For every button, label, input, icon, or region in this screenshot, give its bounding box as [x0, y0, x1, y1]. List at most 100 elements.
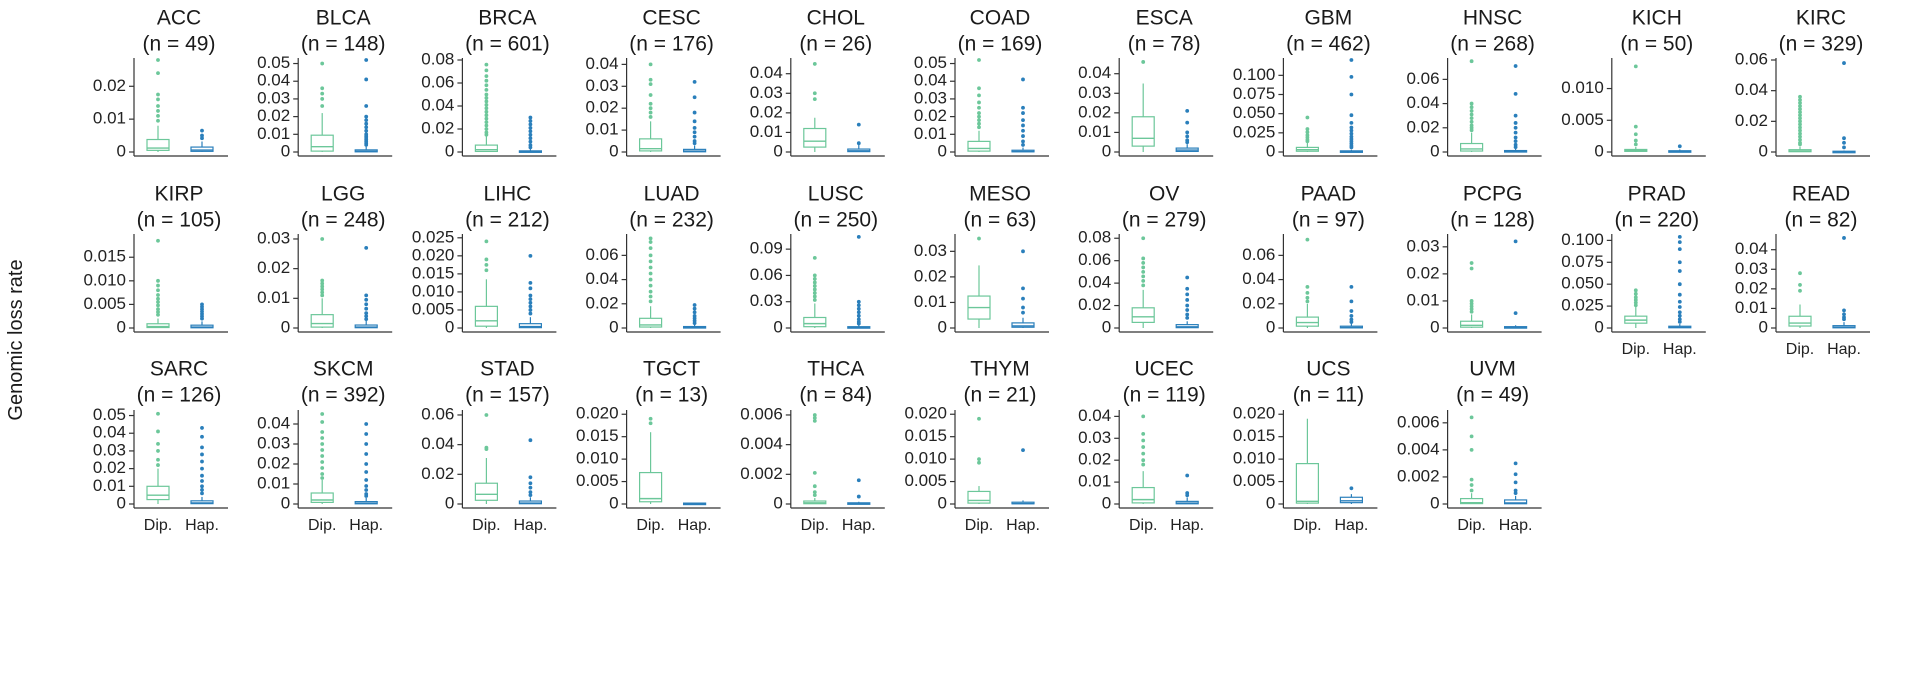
box-esca-hap — [1175, 108, 1199, 153]
y-tick-label: 0.01 — [93, 476, 126, 495]
y-tick-label: 0 — [445, 317, 454, 336]
y-tick-label: 0.010 — [576, 449, 619, 468]
outlier-point — [484, 132, 489, 137]
box-ucec-hap — [1175, 473, 1199, 505]
y-tick-label: 0.050 — [1233, 103, 1276, 122]
outlier-point — [1185, 108, 1190, 113]
outlier-point — [1349, 299, 1354, 304]
box-iqr — [1131, 307, 1155, 323]
panel-n-hnsc: (n = 268) — [1450, 33, 1535, 56]
outlier-point — [484, 109, 489, 114]
outlier-point — [1798, 97, 1802, 102]
panel-coad: COAD (n = 169) 00.010.020.030.040.05 — [914, 7, 1049, 160]
outlier-point — [692, 95, 697, 100]
outlier-point — [812, 419, 817, 423]
y-tick-label: 0.03 — [257, 228, 290, 247]
y-tick-label: 0 — [1430, 493, 1439, 512]
outlier-point — [856, 303, 861, 308]
y-tick-label: 0.04 — [1242, 269, 1275, 288]
box-coad-hap — [1011, 77, 1035, 153]
y-tick-label: 0 — [938, 493, 947, 512]
y-tick-label: 0.100 — [1233, 65, 1276, 84]
y-tick-label: 0.015 — [412, 263, 455, 282]
box-iqr — [474, 144, 498, 153]
y-tick-label: 0.04 — [1078, 63, 1111, 82]
panel-n-kirp: (n = 105) — [137, 209, 222, 232]
outlier-point — [528, 139, 533, 144]
outlier-point — [1513, 239, 1518, 244]
box-pcpg-dip — [1459, 261, 1484, 328]
x-tick-label-hap: Hap. — [1827, 341, 1861, 358]
x-tick-label-dip: Dip. — [472, 517, 500, 534]
y-tick-label: 0.01 — [1078, 472, 1111, 491]
outlier-point — [156, 312, 160, 317]
x-tick-label-hap: Hap. — [1663, 341, 1697, 358]
panel-thca: THCA (n = 84) 0 0.002 0.004 0.006 Dip. Hap. — [740, 358, 885, 534]
box-chol-hap — [847, 122, 871, 153]
outlier-point — [200, 459, 204, 464]
outlier-point — [1842, 145, 1846, 150]
box-gbm-hap — [1339, 58, 1364, 153]
y-tick-label: 0.02 — [257, 453, 290, 472]
y-tick-label: 0.005 — [412, 299, 455, 318]
outlier-point — [1185, 275, 1190, 280]
panel-n-acc: (n = 49) — [143, 33, 216, 56]
y-tick-label: 0.02 — [421, 118, 454, 137]
outlier-point — [1141, 462, 1146, 467]
outlier-point — [528, 281, 533, 285]
outlier-point — [648, 82, 653, 86]
outlier-point — [1798, 113, 1802, 118]
x-tick-label-dip: Dip. — [1457, 517, 1485, 534]
outlier-point — [812, 484, 817, 489]
outlier-point — [1798, 134, 1802, 139]
y-tick-label: 0 — [938, 317, 947, 336]
outlier-point — [528, 485, 533, 490]
outlier-point — [1349, 120, 1354, 125]
outlier-point — [200, 426, 204, 430]
outlier-point — [856, 321, 861, 326]
outlier-point — [812, 291, 817, 295]
panel-title-lihc: LIHC — [483, 183, 531, 206]
outlier-point — [528, 304, 533, 309]
outlier-point — [364, 488, 369, 492]
outlier-point — [364, 317, 369, 321]
outlier-point — [856, 141, 861, 146]
outlier-point — [648, 289, 653, 294]
outlier-point — [648, 236, 653, 241]
y-tick-label: 0.002 — [1397, 466, 1440, 485]
box-stad-hap — [518, 438, 543, 505]
box-blca-dip — [310, 61, 334, 152]
y-tick-label: 0.004 — [1397, 439, 1440, 458]
outlier-point — [528, 129, 533, 134]
outlier-point — [1141, 458, 1146, 463]
panel-n-thca: (n = 84) — [799, 384, 872, 407]
y-tick-label: 0 — [117, 317, 126, 336]
outlier-point — [1798, 125, 1802, 130]
y-tick-label: 0.04 — [1078, 406, 1111, 425]
y-tick-label: 0.06 — [750, 265, 783, 284]
outlier-point — [977, 100, 981, 105]
y-tick-label: 0.03 — [750, 291, 783, 310]
outlier-point — [484, 83, 489, 88]
outlier-point — [320, 436, 325, 440]
panel-n-blca: (n = 148) — [301, 33, 386, 56]
box-thym-dip — [967, 416, 991, 504]
outlier-point — [648, 299, 653, 304]
outlier-point — [320, 442, 325, 446]
y-tick-label: 0 — [773, 317, 782, 336]
outlier-point — [977, 460, 981, 465]
outlier-point — [484, 96, 489, 100]
outlier-point — [1141, 60, 1146, 64]
outlier-point — [1677, 319, 1682, 324]
outlier-point — [1469, 434, 1474, 439]
x-tick-label-dip: Dip. — [801, 517, 829, 534]
outlier-point — [1469, 307, 1474, 311]
outlier-point — [648, 101, 653, 106]
y-tick-label: 0.02 — [1735, 111, 1768, 130]
outlier-point — [484, 257, 489, 262]
outlier-point — [156, 303, 160, 308]
outlier-point — [484, 68, 489, 73]
panel-ucs: UCS (n = 11) 0 0.005 0.010 0.015 0.020 Dip. Hap. — [1233, 358, 1378, 534]
outlier-point — [364, 306, 369, 311]
outlier-point — [364, 494, 369, 498]
